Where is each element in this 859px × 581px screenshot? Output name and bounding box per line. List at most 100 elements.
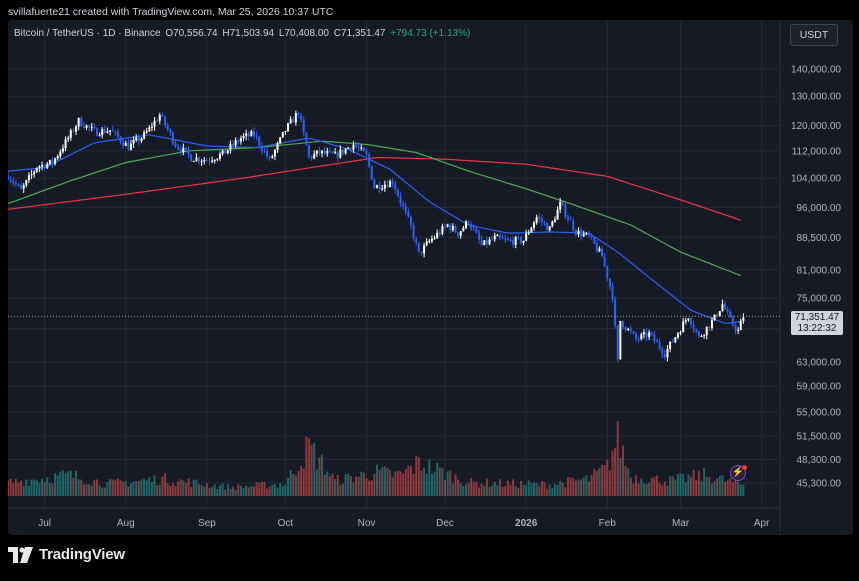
volume-bar bbox=[90, 485, 93, 496]
time-tick-label: Oct bbox=[278, 518, 294, 529]
candle-body bbox=[514, 236, 517, 245]
candle-body bbox=[472, 228, 475, 230]
volume-bar bbox=[627, 468, 630, 496]
candle-body bbox=[247, 133, 250, 137]
candle-body bbox=[190, 154, 193, 162]
price-tick-label: 120,000.00 bbox=[791, 121, 841, 132]
candle-body bbox=[297, 113, 300, 116]
volume-bar bbox=[512, 479, 515, 496]
volume-bar bbox=[143, 478, 146, 496]
volume-bar bbox=[59, 471, 62, 496]
candle-body bbox=[61, 148, 64, 152]
volume-bar bbox=[67, 471, 70, 496]
volume-bar bbox=[245, 485, 248, 496]
candle-body bbox=[132, 140, 135, 144]
candle-body bbox=[650, 332, 653, 335]
candle-body bbox=[407, 211, 410, 217]
chart-panel[interactable]: 140,000.00 130,000.00 120,000.00 112,000.00… bbox=[8, 20, 853, 535]
volume-bar bbox=[472, 481, 475, 496]
candle-body bbox=[378, 185, 381, 190]
candle-body bbox=[721, 303, 724, 312]
volume-bar bbox=[352, 482, 355, 496]
candle-body bbox=[559, 201, 562, 210]
volume-bar bbox=[156, 485, 159, 496]
candle-body bbox=[334, 152, 337, 154]
candle-body bbox=[538, 217, 541, 219]
volume-bar bbox=[404, 469, 407, 496]
volume-bar bbox=[530, 483, 533, 496]
volume-bar bbox=[679, 473, 682, 496]
candle-body bbox=[106, 131, 109, 133]
volume-bar bbox=[611, 451, 614, 496]
candle-body bbox=[438, 232, 441, 235]
candle-body bbox=[642, 332, 645, 335]
volume-bar bbox=[292, 473, 295, 496]
volume-bar bbox=[284, 484, 287, 496]
volume-bar bbox=[20, 480, 23, 496]
volume-bar bbox=[462, 486, 465, 496]
volume-bar bbox=[475, 481, 478, 496]
volume-bar bbox=[569, 477, 572, 496]
candle-body bbox=[504, 238, 507, 240]
volume-bar bbox=[315, 469, 318, 496]
volume-bar bbox=[281, 486, 284, 496]
candle-body bbox=[268, 156, 271, 158]
candle-body bbox=[446, 224, 449, 227]
volume-bar bbox=[119, 480, 122, 496]
candle-body bbox=[318, 150, 321, 154]
volume-bar bbox=[365, 478, 368, 496]
candle-body bbox=[111, 130, 114, 132]
candle-body bbox=[177, 146, 180, 149]
candle-body bbox=[690, 318, 693, 325]
volume-bar bbox=[368, 480, 371, 496]
candle-body bbox=[658, 342, 661, 349]
volume-bar bbox=[258, 482, 261, 496]
volume-bar bbox=[553, 484, 556, 496]
volume-bar bbox=[705, 477, 708, 496]
candle-body bbox=[551, 221, 554, 227]
volume-bar bbox=[491, 485, 494, 496]
candlestick-chart[interactable]: 140,000.00 130,000.00 120,000.00 112,000.00… bbox=[8, 20, 853, 535]
volume-bar bbox=[587, 481, 590, 496]
candle-body bbox=[344, 148, 347, 154]
candle-body bbox=[582, 233, 585, 237]
volume-bar bbox=[177, 481, 180, 496]
volume-bar bbox=[347, 473, 350, 496]
candle-body bbox=[124, 142, 127, 146]
volume-bar bbox=[305, 436, 308, 496]
volume-bar bbox=[150, 481, 153, 496]
candle-body bbox=[616, 325, 619, 360]
volume-bar bbox=[56, 475, 59, 496]
candle-body bbox=[546, 223, 549, 231]
currency-button[interactable]: USDT bbox=[790, 24, 838, 46]
candle-body bbox=[703, 335, 706, 337]
candle-body bbox=[739, 320, 742, 331]
candle-body bbox=[242, 135, 245, 139]
candle-body bbox=[629, 328, 632, 332]
volume-bar bbox=[653, 476, 656, 496]
tradingview-logo[interactable]: TradingView bbox=[8, 546, 125, 563]
candle-body bbox=[321, 150, 324, 154]
candle-body bbox=[273, 149, 276, 157]
last-price-label: 71,351.47 13:22:32 bbox=[791, 311, 843, 336]
volume-bar bbox=[336, 475, 339, 496]
candle-body bbox=[496, 235, 499, 237]
volume-bar bbox=[666, 485, 669, 496]
volume-bar bbox=[373, 474, 376, 496]
candle-body bbox=[302, 119, 305, 133]
candle-body bbox=[389, 181, 392, 188]
volume-bar bbox=[192, 479, 195, 496]
candle-body bbox=[208, 160, 211, 162]
ohlc-low: L70,408.00 bbox=[278, 28, 329, 39]
candle-body bbox=[237, 140, 240, 142]
ohlc-high: H71,503.94 bbox=[222, 28, 275, 39]
volume-bar bbox=[713, 481, 716, 496]
candle-body bbox=[527, 232, 530, 234]
volume-bar bbox=[357, 476, 360, 496]
price-tick-label: 75,000.00 bbox=[797, 294, 842, 305]
candle-body bbox=[226, 150, 229, 154]
volume-bar bbox=[195, 479, 198, 496]
volume-bar bbox=[174, 485, 177, 496]
candle-body bbox=[281, 131, 284, 138]
volume-bar bbox=[378, 469, 381, 496]
